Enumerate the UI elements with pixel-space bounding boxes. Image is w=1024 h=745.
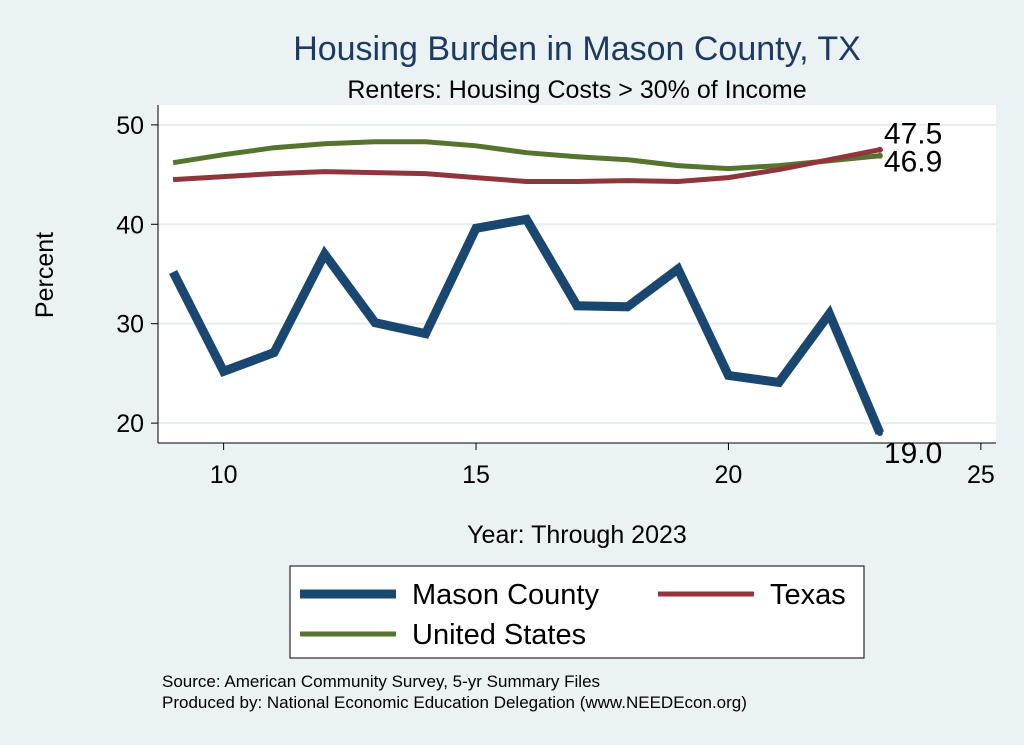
y-tick-label: 20 <box>116 410 144 438</box>
x-tick-label: 20 <box>715 461 743 489</box>
series-lines <box>169 139 885 435</box>
y-axis-title: Percent <box>31 232 59 318</box>
legend: Mason County Texas United States <box>289 565 865 659</box>
series-line-texas <box>172 147 881 185</box>
producer-note: Produced by: National Economic Education… <box>162 693 747 712</box>
end-label-mason-county: 19.0 <box>884 437 942 470</box>
legend-label-united-states: United States <box>412 619 586 651</box>
x-tick-label: 15 <box>462 461 490 489</box>
end-marker-united-states <box>876 152 883 159</box>
y-tick-label: 30 <box>116 311 144 339</box>
series-line-mason-county <box>169 214 885 435</box>
end-label-texas: 47.5 <box>884 118 942 151</box>
grid-lines <box>158 123 996 425</box>
chart-title: Housing Burden in Mason County, TX <box>293 30 861 68</box>
y-axis-ticks: 20 30 40 50 <box>116 112 158 438</box>
x-tick-label: 10 <box>210 461 238 489</box>
end-labels: 19.0 47.546.9 <box>876 118 942 470</box>
legend-box <box>289 565 865 659</box>
x-axis-ticks: 10 15 20 25 <box>210 443 995 489</box>
legend-label-texas: Texas <box>770 579 846 611</box>
x-tick-label: 25 <box>967 461 995 489</box>
end-marker-mason-county <box>876 430 883 437</box>
end-marker-texas <box>876 146 883 153</box>
x-axis-title: Year: Through 2023 <box>467 521 687 549</box>
y-tick-label: 40 <box>116 211 144 239</box>
legend-items: Mason County Texas United States <box>300 579 846 651</box>
chart-subtitle: Renters: Housing Costs > 30% of Income <box>347 76 806 104</box>
end-label-united-states: 46.9 <box>884 146 942 179</box>
source-note: Source: American Community Survey, 5-yr … <box>162 672 600 691</box>
y-tick-label: 50 <box>116 112 144 140</box>
legend-label-mason-county: Mason County <box>412 579 599 611</box>
series-line-united-states <box>172 139 881 172</box>
